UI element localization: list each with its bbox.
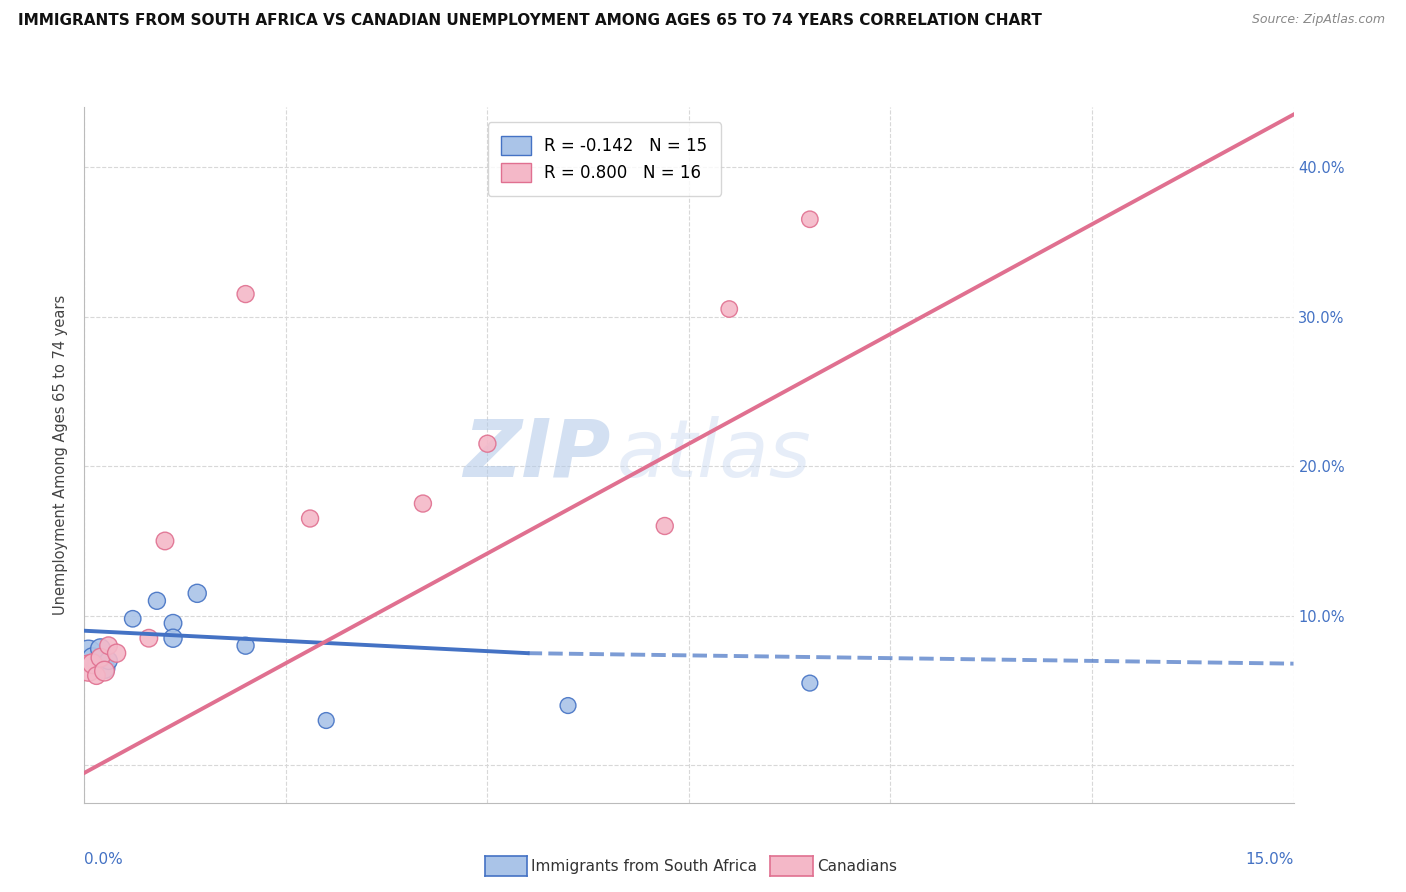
Point bbox=[186, 586, 208, 600]
Point bbox=[557, 698, 579, 713]
Text: 0.0%: 0.0% bbox=[84, 852, 124, 866]
Point bbox=[86, 657, 108, 671]
Y-axis label: Unemployment Among Ages 65 to 74 years: Unemployment Among Ages 65 to 74 years bbox=[53, 294, 69, 615]
Point bbox=[86, 668, 108, 682]
Point bbox=[89, 650, 111, 665]
Point bbox=[82, 657, 104, 671]
Legend: R = -0.142   N = 15, R = 0.800   N = 16: R = -0.142 N = 15, R = 0.800 N = 16 bbox=[488, 122, 721, 196]
Text: Immigrants from South Africa: Immigrants from South Africa bbox=[531, 859, 758, 873]
Point bbox=[799, 212, 821, 227]
Point bbox=[162, 616, 184, 631]
Point bbox=[162, 631, 184, 645]
Point bbox=[93, 661, 115, 675]
Point bbox=[97, 654, 120, 668]
Point bbox=[82, 650, 104, 665]
Point bbox=[77, 661, 100, 675]
Point bbox=[77, 646, 100, 660]
Text: ZIP: ZIP bbox=[463, 416, 610, 494]
Text: IMMIGRANTS FROM SOUTH AFRICA VS CANADIAN UNEMPLOYMENT AMONG AGES 65 TO 74 YEARS : IMMIGRANTS FROM SOUTH AFRICA VS CANADIAN… bbox=[18, 13, 1042, 29]
Point bbox=[718, 301, 741, 316]
Point bbox=[299, 511, 322, 525]
Point bbox=[315, 714, 337, 728]
Point bbox=[235, 287, 257, 301]
Point bbox=[412, 497, 434, 511]
Text: Source: ZipAtlas.com: Source: ZipAtlas.com bbox=[1251, 13, 1385, 27]
Point bbox=[799, 676, 821, 690]
Text: 15.0%: 15.0% bbox=[1246, 852, 1294, 866]
Point bbox=[654, 519, 676, 533]
Point bbox=[121, 612, 143, 626]
Point bbox=[235, 639, 257, 653]
Point bbox=[93, 664, 115, 678]
Point bbox=[97, 639, 120, 653]
Point bbox=[477, 436, 499, 450]
Text: atlas: atlas bbox=[616, 416, 811, 494]
Point bbox=[153, 533, 176, 548]
Text: Canadians: Canadians bbox=[817, 859, 897, 873]
Point bbox=[105, 646, 128, 660]
Point bbox=[146, 594, 169, 608]
Point bbox=[89, 641, 111, 656]
Point bbox=[138, 631, 160, 645]
